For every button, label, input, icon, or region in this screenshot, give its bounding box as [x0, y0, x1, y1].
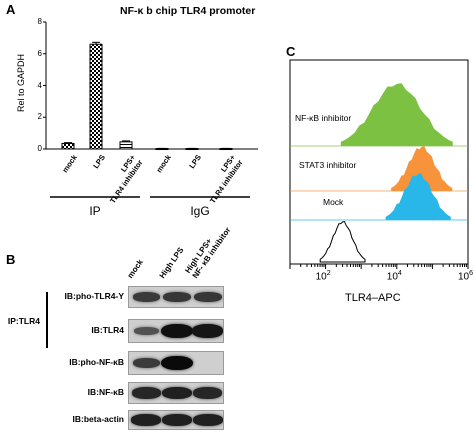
- b-row-label: IB:TLR4: [91, 325, 124, 335]
- a-y-tick-label: 4: [37, 80, 42, 90]
- c-tick-exponent: 4: [397, 270, 402, 277]
- b-band: [192, 414, 223, 426]
- b-row-label: IB:pho-NF-κB: [69, 357, 124, 367]
- b-band: [132, 292, 161, 302]
- b-blot-row: [128, 410, 224, 430]
- panel-b-letter: B: [6, 252, 16, 267]
- b-band: [193, 292, 222, 302]
- c-x-tick-label: 106: [458, 270, 473, 282]
- b-row-label: IB:NF-κB: [87, 387, 124, 397]
- c-series-area: [385, 172, 451, 220]
- c-tick-base: 10: [315, 271, 327, 283]
- a-y-tick-label: 8: [37, 17, 42, 26]
- a-y-tick-label: 0: [37, 144, 42, 153]
- b-band: [161, 355, 193, 371]
- b-band: [133, 327, 160, 335]
- b-row-label: IB:beta-actin: [72, 414, 124, 424]
- c-x-tick-label: 102: [316, 270, 331, 282]
- b-blot-row: [128, 382, 224, 404]
- b-band: [161, 323, 193, 339]
- ip-bracket-line: [46, 292, 48, 348]
- panel-a-letter: A: [6, 2, 16, 17]
- panel-a-bar-chart: [43, 21, 258, 198]
- panel-c-letter: C: [286, 44, 296, 59]
- c-tick-base: 10: [386, 271, 398, 283]
- c-series-area: [391, 145, 453, 191]
- panel-a-title: NF-κ b chip TLR4 promoter: [120, 5, 256, 17]
- c-series-label: NF-κB inhibitor: [294, 113, 353, 123]
- b-band: [162, 414, 192, 426]
- c-series-label: Mock: [322, 197, 345, 207]
- b-band: [192, 387, 223, 399]
- b-band: [131, 414, 162, 426]
- c-tick-exponent: 6: [469, 270, 474, 277]
- c-series-outline: [319, 220, 366, 263]
- a-group-label: IgG: [190, 204, 210, 218]
- b-band: [132, 358, 161, 368]
- b-band: [192, 324, 223, 338]
- b-blot-row: [128, 351, 224, 375]
- a-y-tick-label: 2: [37, 112, 42, 122]
- panel-c-xlabel: TLR4–APC: [345, 292, 401, 304]
- ip-label: IP:TLR4: [7, 316, 40, 326]
- c-series-area: [340, 83, 453, 146]
- a-y-tick-label: 6: [37, 48, 42, 58]
- b-blot-row: [128, 319, 224, 343]
- c-tick-exponent: 2: [326, 270, 331, 277]
- b-blot-row: [128, 286, 224, 308]
- c-x-tick-label: 104: [387, 270, 402, 282]
- c-tick-base: 10: [458, 271, 470, 283]
- c-series-label: STAT3 inhibitor: [298, 160, 358, 170]
- b-band: [163, 292, 191, 302]
- b-band: [131, 387, 162, 399]
- b-row-label: IB:pho-TLR4-Y: [64, 291, 125, 301]
- b-band: [162, 387, 192, 399]
- a-group-label: IP: [89, 204, 101, 218]
